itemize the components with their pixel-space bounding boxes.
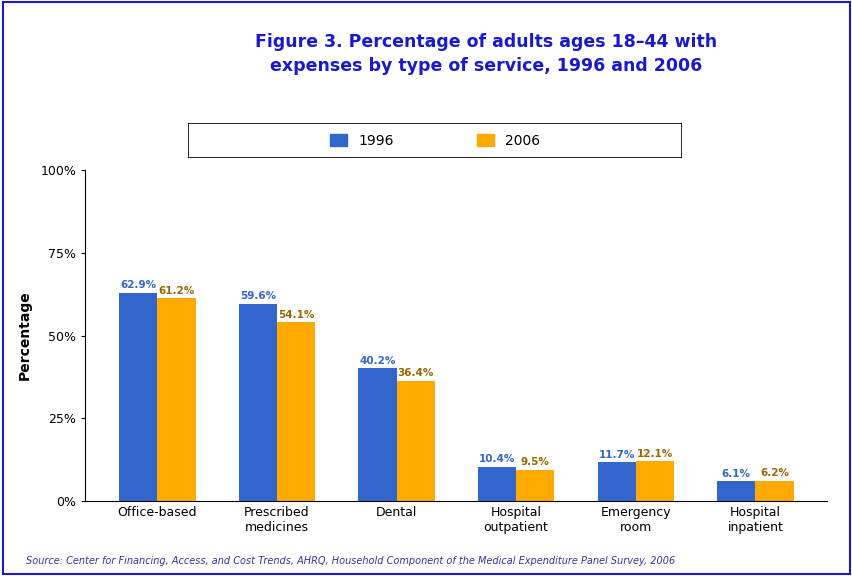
Bar (717, 481, 755, 501)
Text: Figure 3. Percentage of adults ages 18–44 with
expenses by type of service, 1996: Figure 3. Percentage of adults ages 18–4… (255, 33, 716, 75)
Bar (477, 467, 515, 501)
Bar (515, 469, 554, 501)
Text: 6.1%: 6.1% (721, 469, 750, 479)
Bar (396, 381, 435, 501)
Text: 10.4%: 10.4% (478, 454, 515, 464)
Text: 61.2%: 61.2% (158, 286, 194, 296)
Bar (596, 463, 635, 501)
Bar (239, 304, 277, 501)
Text: 6.2%: 6.2% (759, 468, 788, 478)
Y-axis label: Percentage: Percentage (18, 291, 32, 380)
Bar (635, 461, 673, 501)
Legend: 1996, 2006: 1996, 2006 (325, 128, 544, 153)
Text: 54.1%: 54.1% (278, 310, 314, 320)
Text: 36.4%: 36.4% (397, 368, 434, 378)
Bar (157, 298, 195, 501)
Text: 11.7%: 11.7% (598, 450, 634, 460)
Text: 40.2%: 40.2% (359, 355, 395, 366)
Bar (277, 322, 315, 501)
Text: 59.6%: 59.6% (239, 291, 275, 301)
Text: 62.9%: 62.9% (120, 281, 156, 290)
Bar (119, 293, 157, 501)
Bar (755, 480, 792, 501)
Bar (358, 368, 396, 501)
Text: Source: Center for Financing, Access, and Cost Trends, AHRQ, Household Component: Source: Center for Financing, Access, an… (26, 556, 674, 566)
Text: 12.1%: 12.1% (636, 449, 672, 458)
Text: 9.5%: 9.5% (521, 457, 549, 467)
